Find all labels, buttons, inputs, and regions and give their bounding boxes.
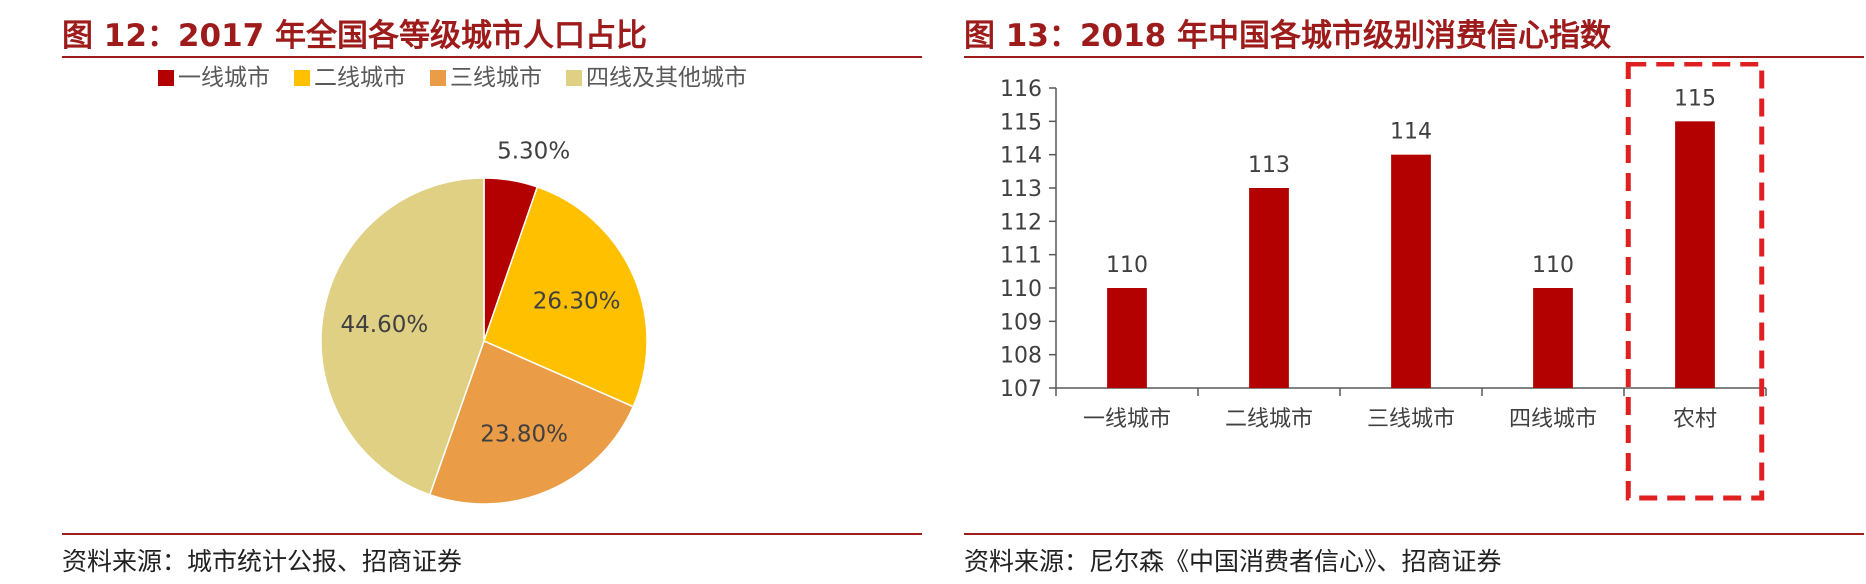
- bar-chart: 107 108 109 110 111 112 113 114 115 116 110 一线城市 113…: [1000, 62, 1767, 501]
- legend-label-2: 三线城市: [450, 65, 542, 91]
- y-tick-label-3: 110: [1000, 277, 1042, 302]
- figure-13-bottom-rule: [964, 533, 1864, 535]
- legend-swatch-2: [430, 70, 446, 86]
- x-tick-label-1: 二线城市: [1225, 407, 1313, 432]
- bar-data-label-0: 110: [1106, 253, 1148, 278]
- bar-data-label-2: 114: [1390, 120, 1432, 145]
- legend-label-0: 一线城市: [178, 65, 270, 91]
- bar-data-label-1: 113: [1248, 153, 1290, 178]
- figure-12-source: 资料来源：城市统计公报、招商证券: [62, 547, 463, 576]
- figure-13-panel: 图 13：2018 年中国各城市级别消费信心指数 107 108 109 110 111…: [960, 0, 1866, 584]
- x-tick-label-4: 农村: [1673, 407, 1717, 432]
- y-tick-label-4: 111: [1000, 244, 1042, 269]
- pie-slice-3: [320, 177, 485, 496]
- y-tick-label-9: 116: [1000, 77, 1042, 102]
- figure-13-top-rule: [964, 56, 1864, 58]
- highlight-dashed-box: [1625, 62, 1765, 501]
- x-tick-label-2: 三线城市: [1367, 407, 1455, 432]
- figure-12-top-rule: [62, 56, 922, 58]
- figure-12-panel: 图 12：2017 年全国各等级城市人口占比 一线城市 二线城市 三线城市 四线及其他…: [0, 0, 930, 584]
- figure-13-title: 图 13：2018 年中国各城市级别消费信心指数: [964, 18, 1612, 54]
- legend-swatch-3: [566, 70, 582, 86]
- y-tick-label-0: 107: [1000, 377, 1042, 402]
- figure-12-bottom-rule: [62, 533, 922, 535]
- bar-2: [1391, 154, 1431, 388]
- pie-slice-1: [483, 186, 648, 408]
- y-tick-label-1: 108: [1000, 344, 1042, 369]
- figure-13-source: 资料来源：尼尔森《中国消费者信心》、招商证券: [964, 547, 1502, 576]
- legend-label-1: 二线城市: [314, 65, 406, 91]
- pie-slice-2: [428, 339, 635, 505]
- pie-chart: 一线城市 二线城市 三线城市 四线及其他城市 5.30% 26.30% 23.80% 44.6…: [158, 65, 747, 505]
- bar-1: [1249, 188, 1289, 388]
- y-tick-label-2: 109: [1000, 310, 1042, 335]
- y-tick-label-6: 113: [1000, 177, 1042, 202]
- legend-swatch-1: [294, 70, 310, 86]
- legend-label-3: 四线及其他城市: [586, 65, 747, 91]
- figure-12-title: 图 12：2017 年全国各等级城市人口占比: [62, 18, 648, 54]
- x-tick-label-0: 一线城市: [1083, 407, 1171, 432]
- y-tick-label-5: 112: [1000, 210, 1042, 235]
- y-tick-label-8: 115: [1000, 110, 1042, 135]
- legend-swatch-0: [158, 70, 174, 86]
- bar-4: [1675, 121, 1715, 389]
- bar-0: [1107, 288, 1147, 388]
- pie-data-label-3: 44.60%: [341, 312, 429, 338]
- pie-data-label-2: 23.80%: [480, 422, 568, 448]
- bar-data-label-3: 110: [1532, 253, 1574, 278]
- bar-3: [1533, 288, 1573, 388]
- pie-data-label-1: 26.30%: [533, 289, 621, 315]
- x-tick-label-3: 四线城市: [1509, 407, 1597, 432]
- y-tick-label-7: 114: [1000, 144, 1042, 169]
- pie-data-label-0: 5.30%: [497, 139, 570, 165]
- bar-data-label-4: 115: [1674, 86, 1716, 111]
